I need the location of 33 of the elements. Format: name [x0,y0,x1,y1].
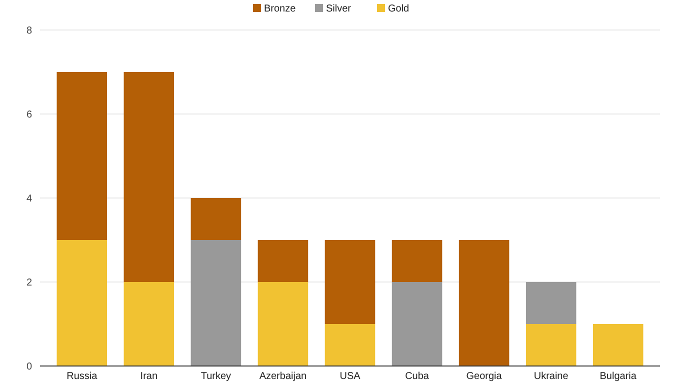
bar [392,282,442,366]
bar [324,324,376,366]
x-tick-label: Georgia [466,371,502,382]
bar [56,240,108,366]
bar [190,240,242,366]
bar [190,198,242,240]
bar [124,282,174,366]
bar [124,72,174,282]
legend-label: Bronze [264,4,296,14]
bar [592,324,644,366]
y-tick-label: 8 [26,26,32,36]
bar [56,72,108,240]
bar [458,240,510,366]
bar [258,240,308,282]
x-tick-label: Cuba [405,371,430,382]
bar [526,324,576,366]
x-tick-label: Iran [140,371,158,382]
x-tick-label: Russia [66,371,98,382]
bar [258,282,308,366]
bar [526,282,576,324]
x-tick-label: Bulgaria [600,371,637,382]
x-tick-label: Ukraine [534,371,569,382]
legend-label: Silver [326,4,352,14]
y-tick-label: 2 [26,278,32,288]
legend-label: Gold [388,4,410,14]
x-tick-label: Turkey [200,371,232,382]
y-tick-label: 0 [26,362,32,372]
y-tick-label: 4 [26,194,32,204]
bar [324,240,376,324]
bar [392,240,442,282]
x-tick-label: Azerbaijan [259,371,307,382]
y-tick-label: 6 [26,110,32,120]
x-tick-label: USA [340,371,361,382]
